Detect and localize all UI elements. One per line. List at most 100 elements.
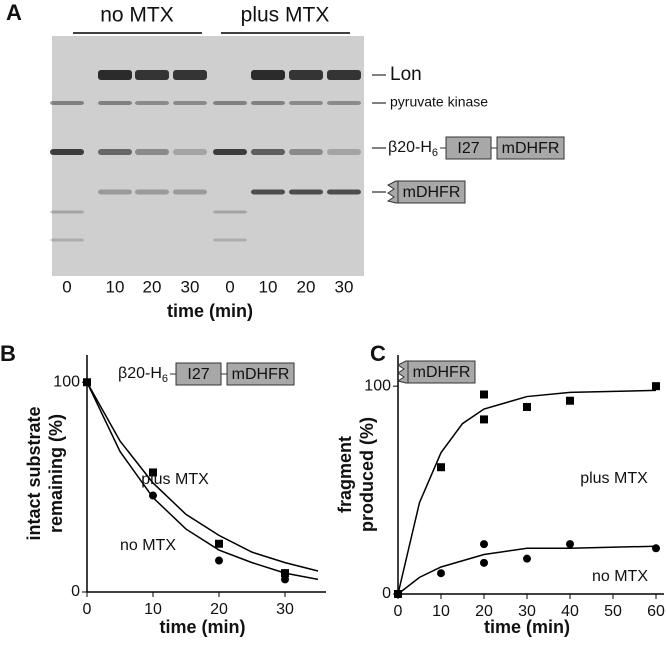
construct-prefix: β20-H6	[118, 365, 168, 385]
data-point	[215, 539, 223, 548]
band-label: Lon	[390, 64, 422, 85]
data-point	[480, 390, 488, 399]
domain-label: mDHFR	[232, 366, 290, 383]
gel-band	[50, 101, 84, 105]
data-point	[523, 402, 531, 411]
gel-band	[251, 189, 285, 195]
gel-band	[289, 101, 323, 105]
gel-band	[173, 70, 207, 80]
gel-band	[213, 238, 247, 242]
x-tick-label: 40	[561, 603, 579, 620]
jagged-end	[386, 180, 399, 204]
gel-band	[327, 189, 361, 195]
x-tick-label: 30	[276, 601, 294, 618]
gel-band	[251, 70, 285, 80]
data-point	[566, 396, 574, 405]
data-point	[652, 544, 660, 553]
domain-label: mDHFR	[413, 364, 471, 381]
series-label: no MTX	[120, 537, 176, 554]
gel-band	[213, 210, 247, 214]
domain-box	[496, 136, 565, 160]
data-point	[215, 556, 223, 565]
gel-band	[173, 189, 207, 195]
construct-prefix: β20-H6	[388, 139, 438, 159]
domain-box	[397, 180, 466, 204]
lane-label: 30	[181, 277, 200, 296]
series-label: plus MTX	[580, 470, 648, 487]
gel-band	[50, 149, 84, 155]
panel-label: A	[6, 0, 22, 25]
gel-band	[251, 149, 285, 155]
data-point	[149, 491, 157, 500]
y-axis-label: fragment	[335, 436, 355, 513]
construct-subscript: 6	[162, 373, 168, 385]
x-tick-label: 0	[394, 603, 403, 620]
domain-label: mDHFR	[502, 140, 560, 157]
lane-label: 10	[259, 277, 278, 296]
gel-band	[98, 70, 132, 80]
fit-curve	[397, 545, 657, 595]
domain-box	[407, 360, 476, 384]
x-tick-label: 20	[475, 603, 493, 620]
construct-prefix-text: β20-H	[118, 365, 162, 382]
gel-band	[289, 70, 323, 80]
y-tick-label: 100	[53, 373, 80, 390]
lane-label: 30	[335, 277, 354, 296]
group-label: plus MTX	[241, 4, 330, 27]
lane-label: 10	[106, 277, 125, 296]
fit-curve	[86, 381, 319, 581]
data-point	[281, 575, 289, 584]
band-label: pyruvate kinase	[390, 94, 488, 110]
gel-band	[251, 101, 285, 105]
x-axis-label: time (min)	[484, 617, 570, 637]
x-tick-label: 60	[647, 603, 665, 620]
lane-label: 0	[225, 277, 234, 296]
gel-band	[98, 101, 132, 105]
y-axis-label: produced (%)	[357, 417, 377, 532]
data-point	[523, 554, 531, 563]
panel-label: C	[370, 341, 386, 366]
domain-label: mDHFR	[403, 184, 461, 201]
domain-label: I27	[187, 366, 209, 383]
fit-curve	[397, 389, 657, 595]
data-point	[149, 468, 157, 477]
gel-band	[135, 149, 169, 155]
data-point	[566, 540, 574, 549]
y-tick-label: 0	[71, 583, 80, 600]
construct-prefix-text: β20-H	[388, 139, 432, 156]
gel-band	[173, 101, 207, 105]
gel-band	[173, 149, 207, 155]
gel-band	[327, 101, 361, 105]
panel-label: B	[0, 341, 16, 366]
gel-band	[98, 149, 132, 155]
series-label: no MTX	[592, 568, 648, 585]
data-point	[480, 415, 488, 424]
x-tick-label: 0	[83, 601, 92, 618]
x-axis-label: time (min)	[167, 301, 253, 321]
gel-band	[135, 70, 169, 80]
gel-band	[98, 189, 132, 195]
data-point	[480, 540, 488, 549]
gel-band	[50, 238, 84, 242]
data-point	[480, 558, 488, 567]
lane-label: 20	[143, 277, 162, 296]
data-point	[437, 569, 445, 578]
series-label: plus MTX	[141, 471, 209, 488]
x-axis-label: time (min)	[159, 617, 245, 637]
domain-box	[226, 362, 295, 386]
fit-curve	[86, 381, 319, 572]
gel-band	[50, 210, 84, 214]
y-axis-label: intact substrate	[24, 406, 44, 540]
gel-band	[289, 189, 323, 195]
x-tick-label: 50	[604, 603, 622, 620]
y-tick-label: 100	[364, 377, 391, 394]
y-tick-label: 0	[382, 585, 391, 602]
x-tick-label: 20	[210, 601, 228, 618]
gel-band	[327, 149, 361, 155]
gel-bands	[50, 70, 361, 242]
gel-band	[135, 189, 169, 195]
x-tick-label: 10	[144, 601, 162, 618]
x-tick-label: 10	[432, 603, 450, 620]
jagged-end	[396, 360, 409, 384]
